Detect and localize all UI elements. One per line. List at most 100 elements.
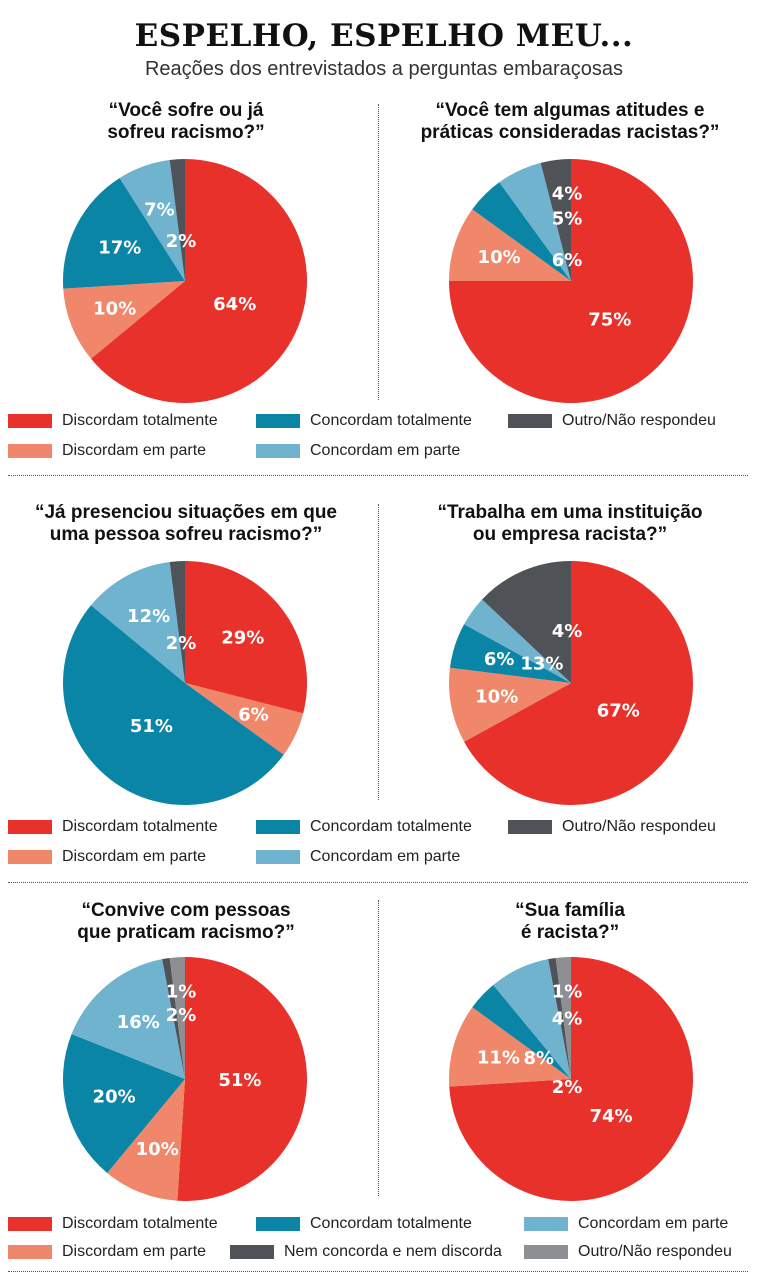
question-line: “Convive com pessoas — [81, 900, 291, 921]
slice-label: 1% — [552, 982, 583, 1003]
legend-swatch — [508, 820, 552, 834]
legend-swatch — [524, 1217, 568, 1231]
slice-label: 4% — [552, 621, 583, 642]
question-line: ou empresa racista?” — [472, 524, 668, 545]
slice-label: 16% — [117, 1012, 160, 1033]
legend-item: Outro/Não respondeu — [508, 816, 716, 838]
legend-item: Discordam em parte — [8, 440, 206, 462]
legend-swatch — [256, 444, 300, 458]
legend-item: Concordam em parte — [256, 440, 460, 462]
legend-label: Concordam totalmente — [310, 412, 472, 429]
pie-slice — [472, 985, 571, 1079]
question-line: sofreu racismo?” — [107, 122, 265, 143]
question-line: que praticam racismo?” — [77, 922, 295, 943]
question-line: “Trabalha em uma instituição — [437, 502, 703, 523]
legend-label: Discordam em parte — [62, 848, 207, 865]
slice-label: 29% — [221, 628, 264, 649]
legend-label: Discordam totalmente — [62, 412, 218, 429]
pie-slice — [62, 177, 186, 289]
legend-label: Concordam totalmente — [310, 818, 472, 835]
pie-slice — [482, 561, 571, 683]
slice-label: 8% — [524, 1048, 555, 1069]
slice-label: 51% — [130, 716, 173, 737]
slice-label: 51% — [218, 1070, 261, 1091]
pie-slice — [71, 959, 185, 1079]
legend-swatch — [256, 850, 300, 864]
pie-slice — [499, 162, 571, 281]
legend-swatch — [8, 444, 52, 458]
pie-slice — [448, 667, 571, 742]
pie-slice — [169, 957, 185, 1079]
chart-question: “Convive com pessoas que praticam racism… — [0, 900, 372, 944]
slice-label: 2% — [166, 633, 197, 654]
legend-label: Discordam em parte — [62, 442, 207, 459]
legend-label: Outro/Não respondeu — [578, 1243, 732, 1260]
slice-label: 4% — [552, 1008, 583, 1029]
legend-item: Discordam totalmente — [8, 410, 218, 432]
legend-label: Concordam totalmente — [310, 1215, 472, 1232]
slice-label: 2% — [166, 231, 197, 252]
legend-item: Nem concorda e nem discorda — [230, 1241, 502, 1263]
pie-slice — [63, 1034, 185, 1173]
legend-swatch — [8, 820, 52, 834]
legend-swatch — [256, 1217, 300, 1231]
slice-label: 1% — [166, 982, 197, 1003]
slice-label: 10% — [93, 298, 136, 319]
legend-item: Concordam totalmente — [256, 816, 472, 838]
section-divider — [8, 882, 748, 883]
pie-slice — [107, 1079, 185, 1201]
pie-slice — [63, 605, 284, 805]
question-line: uma pessoa sofreu racismo?” — [49, 524, 323, 545]
slice-label: 12% — [127, 606, 170, 627]
question-line: “Sua família — [515, 900, 625, 921]
slice-label: 5% — [552, 208, 583, 229]
column-divider — [378, 900, 379, 1196]
legend-item: Outro/Não respondeu — [508, 410, 716, 432]
legend-label: Nem concorda e nem discorda — [284, 1243, 502, 1260]
section-divider — [8, 1271, 748, 1272]
chart-question: “Você tem algumas atitudes e práticas co… — [384, 100, 756, 144]
legend-item: Outro/Não respondeu — [524, 1241, 732, 1263]
slice-label: 67% — [597, 700, 640, 721]
legend-swatch — [8, 1217, 52, 1231]
pie-chart: 67% 10% 6% 4% 13% — [448, 561, 694, 805]
legend-swatch — [8, 850, 52, 864]
question-line: é racista?” — [520, 922, 620, 943]
pie-slice — [464, 561, 694, 805]
legend-label: Discordam totalmente — [62, 818, 218, 835]
pie-slice — [91, 159, 307, 403]
legend-swatch — [256, 820, 300, 834]
pie-slice — [185, 561, 308, 714]
legend-item: Discordam em parte — [8, 846, 206, 868]
slice-label: 64% — [213, 294, 256, 315]
question-line: “Já presenciou situações em que — [34, 502, 337, 523]
pie-slice — [448, 1007, 571, 1087]
legend-label: Outro/Não respondeu — [562, 818, 716, 835]
slice-label: 75% — [588, 309, 631, 330]
pie-slice — [169, 159, 185, 281]
slice-label: 10% — [475, 687, 518, 708]
slice-label: 6% — [552, 250, 583, 271]
legend-swatch — [524, 1245, 568, 1259]
legend-item: Concordam em parte — [256, 846, 460, 868]
pie-slice — [63, 281, 185, 359]
legend-item: Concordam em parte — [524, 1213, 728, 1235]
chart-question: “Você sofre ou já sofreu racismo?” — [0, 100, 372, 144]
chart-question: “Já presenciou situações em que uma pess… — [0, 502, 372, 546]
pie-chart: 64% 10% 17%7% 2% — [62, 159, 307, 403]
pie-slice — [464, 599, 571, 683]
legend-item: Discordam em parte — [8, 1241, 206, 1263]
legend-swatch — [256, 414, 300, 428]
pie-chart: 29% 6% 51% 12% 2% — [63, 561, 308, 805]
legend-swatch — [230, 1245, 274, 1259]
pie-slice — [449, 209, 571, 281]
column-divider — [378, 504, 379, 800]
pie-slice — [91, 561, 185, 683]
slice-label: 2% — [166, 1005, 197, 1026]
legend-swatch — [8, 414, 52, 428]
legend-label: Concordam em parte — [310, 848, 461, 865]
legend-label: Outro/Não respondeu — [562, 412, 716, 429]
question-line: “Você sofre ou já — [108, 100, 264, 121]
pie-slice — [169, 561, 185, 683]
legend-label: Concordam em parte — [310, 442, 461, 459]
